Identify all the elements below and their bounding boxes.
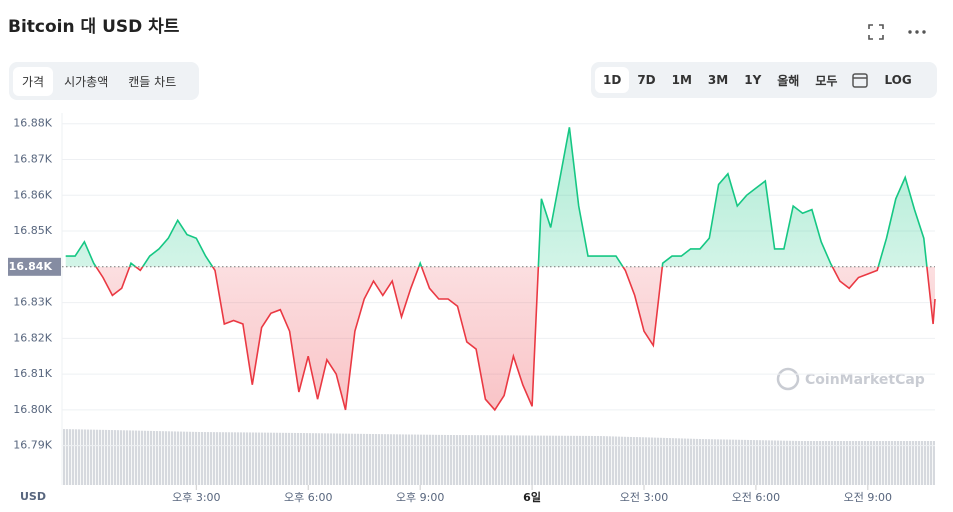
range-group: 1D 7D 1M 3M 1Y 올해 모두 LOG (591, 62, 937, 98)
y-tick-label: 16.85K (13, 224, 52, 237)
area-down (65, 266, 935, 410)
y-tick-label: 16.79K (13, 439, 52, 452)
y-tick-label: 16.82K (13, 331, 52, 344)
volume-bars (62, 429, 935, 485)
tab-group: 가격 시가총액 캔들 차트 (9, 62, 199, 100)
x-tick-label: 오전 3:00 (620, 491, 668, 504)
baseline-label-box (8, 257, 61, 276)
y-tick-label: 16.80K (13, 403, 52, 416)
y-unit: USD (20, 490, 46, 503)
more-dot[interactable] (915, 30, 919, 34)
range-button[interactable]: 올해 (777, 73, 800, 88)
title: Bitcoin 대 USD 차트 (8, 17, 180, 37)
x-tick-label: 오후 9:00 (396, 491, 444, 504)
price-line-up (65, 127, 928, 267)
price-line-down (95, 266, 936, 412)
tab[interactable]: 캔들 차트 (128, 74, 177, 89)
x-tick-label: 오전 9:00 (844, 491, 892, 504)
x-tick-label: 오전 6:00 (732, 491, 780, 504)
y-tick-label: 16.83K (13, 296, 52, 309)
range-button[interactable]: 3M (707, 73, 729, 87)
y-tick-label: 16.81K (13, 367, 52, 380)
fullscreen-icon[interactable] (868, 24, 884, 40)
range-button[interactable]: 모두 (815, 73, 838, 88)
x-tick-label: 6일 (523, 490, 541, 504)
icons[interactable] (866, 22, 936, 42)
calendar-icon[interactable] (845, 70, 875, 90)
log-button[interactable]: LOG (884, 73, 912, 87)
range-button[interactable]: 7D (637, 73, 656, 87)
watermark-text: CoinMarketCap (805, 372, 925, 388)
tab[interactable]: 시가총액 (64, 74, 109, 89)
x-tick-label: 오후 3:00 (172, 491, 220, 504)
y-tick-label: 16.87K (13, 153, 52, 166)
range-button[interactable]: 1Y (744, 73, 762, 87)
baseline-label: 16.84K (9, 260, 53, 273)
watermark: CoinMarketCap (776, 367, 925, 391)
more-dot[interactable] (908, 30, 912, 34)
range-button[interactable]: 1M (671, 73, 692, 87)
more-dot[interactable] (922, 30, 926, 34)
area-up (65, 127, 927, 267)
range-button[interactable]: 1D (595, 67, 630, 93)
tab[interactable]: 가격 (13, 66, 54, 96)
x-tick-label: 오후 6:00 (284, 491, 332, 504)
y-tick-label: 16.88K (13, 117, 52, 130)
y-tick-label: 16.86K (13, 188, 52, 201)
